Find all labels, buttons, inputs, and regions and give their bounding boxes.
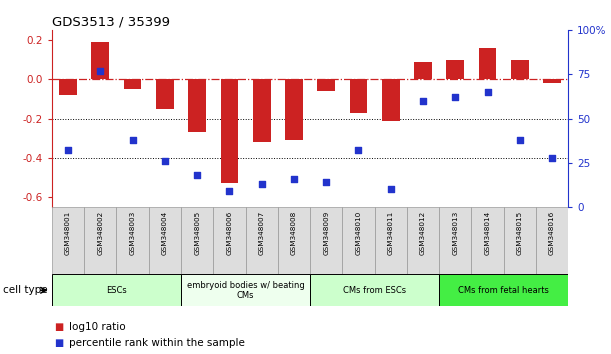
Text: GSM348013: GSM348013 xyxy=(452,211,458,255)
Point xyxy=(95,68,105,74)
Bar xyxy=(181,207,213,274)
Bar xyxy=(439,207,472,274)
Point xyxy=(321,179,331,185)
Bar xyxy=(285,79,303,140)
Bar xyxy=(478,48,496,79)
Text: GSM348012: GSM348012 xyxy=(420,211,426,255)
Point xyxy=(450,95,460,100)
Point xyxy=(224,188,234,194)
Bar xyxy=(375,207,407,274)
Text: GSM348014: GSM348014 xyxy=(485,211,491,255)
Text: GSM348015: GSM348015 xyxy=(517,211,523,255)
Text: GSM348003: GSM348003 xyxy=(130,211,136,255)
Text: CMs from fetal hearts: CMs from fetal hearts xyxy=(458,286,549,295)
Text: GSM348007: GSM348007 xyxy=(258,211,265,255)
Bar xyxy=(148,207,181,274)
Bar xyxy=(84,207,117,274)
Bar xyxy=(52,207,84,274)
Bar xyxy=(349,79,367,113)
Text: ■: ■ xyxy=(54,322,63,332)
Bar xyxy=(221,79,238,183)
Bar xyxy=(439,274,568,306)
Bar xyxy=(536,207,568,274)
Bar xyxy=(246,207,278,274)
Bar xyxy=(543,79,561,83)
Point xyxy=(483,89,492,95)
Text: GSM348009: GSM348009 xyxy=(323,211,329,255)
Point xyxy=(418,98,428,104)
Point xyxy=(192,172,202,178)
Point xyxy=(128,137,137,143)
Bar xyxy=(447,59,464,79)
Bar xyxy=(407,207,439,274)
Bar xyxy=(92,42,109,79)
Point xyxy=(63,148,73,153)
Point xyxy=(354,148,364,153)
Text: GSM348010: GSM348010 xyxy=(356,211,362,255)
Bar xyxy=(414,62,432,79)
Bar xyxy=(472,207,503,274)
Text: GSM348004: GSM348004 xyxy=(162,211,168,255)
Text: GSM348016: GSM348016 xyxy=(549,211,555,255)
Bar xyxy=(253,79,271,142)
Text: log10 ratio: log10 ratio xyxy=(69,322,126,332)
Bar xyxy=(213,207,246,274)
Text: cell type: cell type xyxy=(3,285,48,295)
Text: GSM348005: GSM348005 xyxy=(194,211,200,255)
Point xyxy=(257,181,266,187)
Text: GSM348006: GSM348006 xyxy=(227,211,232,255)
Text: GSM348011: GSM348011 xyxy=(388,211,393,255)
Bar xyxy=(117,207,148,274)
Bar xyxy=(310,274,439,306)
Bar xyxy=(317,79,335,91)
Text: GSM348002: GSM348002 xyxy=(97,211,103,255)
Text: percentile rank within the sample: percentile rank within the sample xyxy=(69,338,245,348)
Bar xyxy=(52,274,181,306)
Point xyxy=(289,176,299,182)
Bar xyxy=(342,207,375,274)
Text: GSM348001: GSM348001 xyxy=(65,211,71,255)
Text: GDS3513 / 35399: GDS3513 / 35399 xyxy=(52,16,170,29)
Bar xyxy=(278,207,310,274)
Text: CMs from ESCs: CMs from ESCs xyxy=(343,286,406,295)
Bar xyxy=(124,79,142,89)
Text: GSM348008: GSM348008 xyxy=(291,211,297,255)
Point xyxy=(386,187,396,192)
Bar xyxy=(188,79,206,132)
Text: ESCs: ESCs xyxy=(106,286,127,295)
Bar xyxy=(382,79,400,121)
Point xyxy=(160,158,170,164)
Bar xyxy=(310,207,342,274)
Bar xyxy=(156,79,174,109)
Bar xyxy=(59,79,77,95)
Text: embryoid bodies w/ beating
CMs: embryoid bodies w/ beating CMs xyxy=(187,281,304,300)
Point xyxy=(547,155,557,160)
Bar xyxy=(503,207,536,274)
Point xyxy=(515,137,525,143)
Text: ■: ■ xyxy=(54,338,63,348)
Bar xyxy=(511,59,529,79)
Bar xyxy=(181,274,310,306)
